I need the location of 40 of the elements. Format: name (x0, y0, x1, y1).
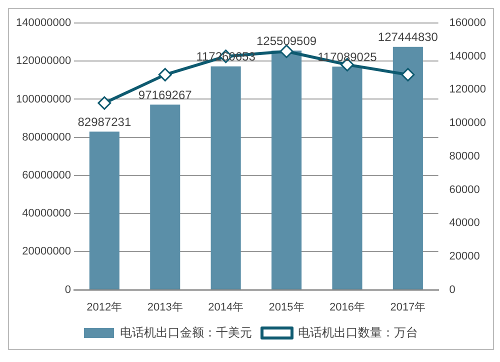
x-tick-label: 2013年 (147, 301, 183, 314)
y2-tick-label: 40000 (449, 217, 480, 230)
point (401, 68, 415, 82)
data-label: 125509509 (256, 34, 317, 48)
y2-tick-label: 100000 (449, 117, 486, 130)
x-tick-label: 2014年 (208, 301, 244, 314)
bar (89, 132, 120, 290)
y2-tick-label: 140000 (449, 50, 486, 62)
data-label: 97169267 (138, 88, 192, 102)
x-tick-label: 2012年 (86, 301, 122, 314)
bar (210, 66, 241, 290)
x-tick-label: 2017年 (390, 301, 426, 314)
y-tick-label: 60000000 (22, 169, 72, 182)
y2-tick-label: 0 (449, 284, 456, 296)
data-label: 127444830 (378, 30, 438, 44)
y2-tick-label: 20000 (449, 250, 480, 262)
y2-tick-label: 80000 (449, 150, 480, 162)
point (98, 96, 112, 110)
data-label: 82987231 (78, 114, 132, 129)
point (280, 44, 294, 58)
y2-tick-label: 160000 (449, 17, 486, 30)
y2-tick-label: 120000 (449, 84, 486, 96)
data-label: 117089025 (318, 50, 378, 64)
y-tick-label: 80000000 (22, 131, 72, 144)
y-tick-label: 100000000 (16, 93, 72, 106)
bar (332, 66, 362, 290)
y-tick-label: 20000000 (22, 246, 72, 258)
bar (272, 50, 302, 290)
y-tick-label: 0 (64, 284, 72, 296)
legend-label: 电话机出口数量：万台 (298, 325, 418, 340)
point (158, 68, 172, 82)
bar (150, 104, 180, 290)
y-tick-label: 120000000 (16, 55, 72, 68)
y-tick-label: 40000000 (22, 208, 72, 220)
y2-tick-label: 60000 (449, 184, 480, 196)
x-tick-label: 2015年 (268, 301, 304, 314)
legend-label: 电话机出口金额：千美元 (120, 325, 252, 340)
x-tick-label: 2016年 (329, 301, 365, 314)
y-tick-label: 140000000 (16, 17, 72, 30)
bar (392, 46, 423, 290)
